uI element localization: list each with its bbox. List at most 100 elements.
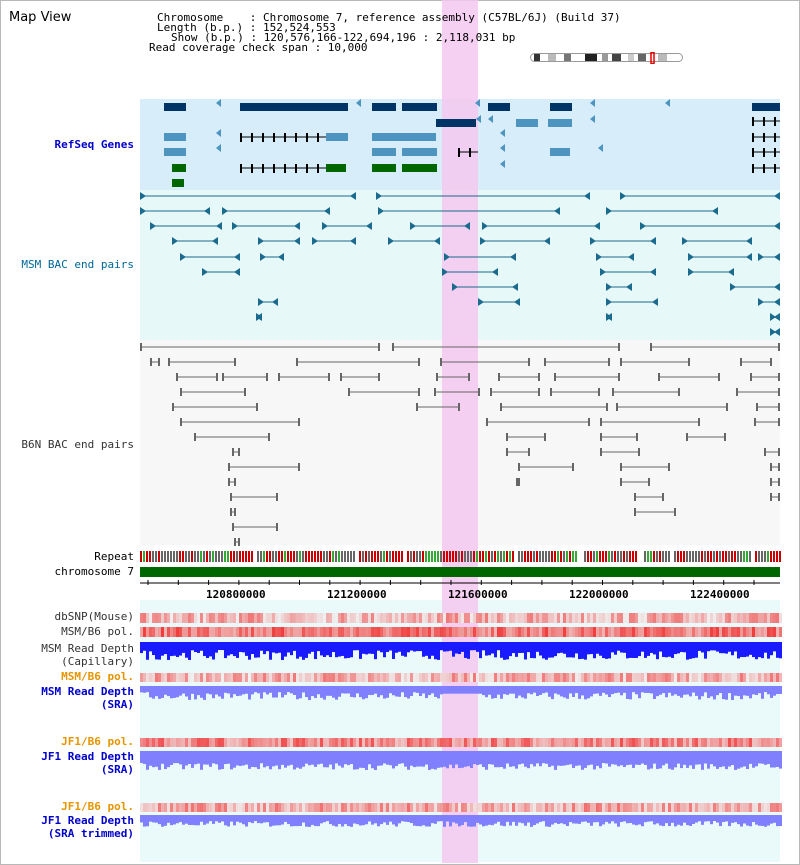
read-depth-bar	[755, 686, 758, 696]
repeat-mark	[326, 551, 328, 562]
b6n-bac-end	[328, 373, 330, 381]
repeat-mark	[317, 551, 319, 562]
polymorphism-mark	[566, 673, 569, 682]
repeat-mark	[413, 551, 415, 562]
label-refseq-genes[interactable]: RefSeq Genes	[54, 138, 134, 151]
repeat-mark	[383, 551, 385, 562]
msm-bac-end	[600, 268, 606, 276]
polymorphism-mark	[707, 673, 710, 682]
repeat-mark	[152, 551, 154, 562]
repeat-mark	[593, 551, 595, 562]
b6n-bac-end	[436, 373, 438, 381]
read-depth-bar	[368, 642, 371, 654]
b6n-bac-end	[668, 463, 670, 471]
label-msm-bac[interactable]: MSM BAC end pairs	[21, 258, 134, 271]
polymorphism-mark	[572, 613, 575, 623]
read-depth-bar	[431, 686, 434, 694]
read-depth-bar	[269, 815, 272, 827]
polymorphism-mark	[401, 673, 404, 682]
repeat-mark	[737, 551, 739, 562]
polymorphism-mark	[521, 738, 524, 747]
polymorphism-mark	[248, 803, 251, 812]
read-depth-bar	[425, 815, 428, 827]
polymorphism-mark	[551, 738, 554, 747]
read-depth-bar	[500, 642, 503, 658]
read-depth-bar	[692, 686, 695, 693]
polymorphism-mark	[365, 613, 368, 623]
read-depth-bar	[410, 642, 413, 651]
gene-block	[752, 103, 780, 111]
read-depth-bar	[359, 642, 362, 659]
polymorphism-mark	[767, 673, 770, 682]
read-depth-bar	[656, 815, 659, 824]
msm-bac-end	[712, 207, 718, 215]
polymorphism-mark	[599, 738, 602, 747]
gene-exon	[763, 148, 765, 157]
read-depth-bar	[632, 751, 635, 768]
repeat-mark	[524, 551, 526, 562]
polymorphism-mark	[194, 738, 197, 747]
read-depth-bar	[611, 751, 614, 765]
polymorphism-mark	[179, 627, 182, 637]
repeat-mark	[227, 551, 229, 562]
polymorphism-mark	[284, 627, 287, 637]
read-depth-bar	[692, 642, 695, 659]
polymorphism-mark	[254, 613, 257, 623]
polymorphism-mark	[743, 673, 746, 682]
polymorphism-mark	[143, 803, 146, 812]
read-depth-bar	[203, 751, 206, 765]
read-depth-bar	[656, 751, 659, 769]
read-depth-bar	[494, 642, 497, 658]
read-depth-bar	[314, 642, 317, 660]
polymorphism-mark	[671, 803, 674, 812]
b6n-bac-end	[778, 463, 780, 471]
polymorphism-mark	[608, 613, 611, 623]
msm-bac-end	[770, 328, 776, 336]
read-depth-bar	[398, 815, 401, 824]
polymorphism-mark	[527, 738, 530, 747]
repeat-mark	[203, 551, 205, 562]
polymorphism-mark	[695, 803, 698, 812]
polymorphism-mark	[731, 738, 734, 747]
polymorphism-mark	[698, 627, 701, 637]
b6n-bac-end	[378, 373, 380, 381]
label-b6n-bac[interactable]: B6N BAC end pairs	[21, 438, 134, 451]
polymorphism-mark	[176, 738, 179, 747]
polymorphism-mark	[335, 613, 338, 623]
repeat-mark	[347, 551, 349, 562]
read-depth-bar	[563, 751, 566, 766]
gene-block	[402, 148, 437, 156]
polymorphism-mark	[674, 738, 677, 747]
polymorphism-mark	[470, 673, 473, 682]
polymorphism-mark	[149, 627, 152, 637]
polymorphism-mark	[728, 803, 731, 812]
polymorphism-mark	[170, 738, 173, 747]
polymorphism-mark	[419, 627, 422, 637]
msm-bac-end	[272, 298, 278, 306]
polymorphism-mark	[416, 627, 419, 637]
gene-block	[164, 148, 186, 156]
read-depth-bar	[170, 686, 173, 699]
read-depth-bar	[644, 815, 647, 823]
chromosome-ideogram[interactable]	[530, 52, 685, 64]
polymorphism-mark	[272, 673, 275, 682]
repeat-mark	[530, 551, 532, 562]
b6n-bac-end	[486, 418, 488, 426]
read-depth-bar	[164, 642, 167, 655]
b6n-bac-end	[278, 373, 280, 381]
polymorphism-mark	[629, 738, 632, 747]
polymorphism-mark	[239, 673, 242, 682]
read-depth-bar	[497, 815, 500, 822]
polymorphism-mark	[707, 803, 710, 812]
polymorphism-mark	[653, 738, 656, 747]
read-depth-bar	[392, 642, 395, 659]
b6n-bac-end	[554, 373, 556, 381]
repeat-mark	[470, 551, 472, 562]
polymorphism-mark	[773, 627, 776, 637]
gene-block	[326, 164, 346, 172]
read-depth-bar	[413, 686, 416, 693]
read-depth-bar	[398, 642, 401, 652]
read-depth-bar	[425, 751, 428, 765]
polymorphism-mark	[671, 627, 674, 637]
